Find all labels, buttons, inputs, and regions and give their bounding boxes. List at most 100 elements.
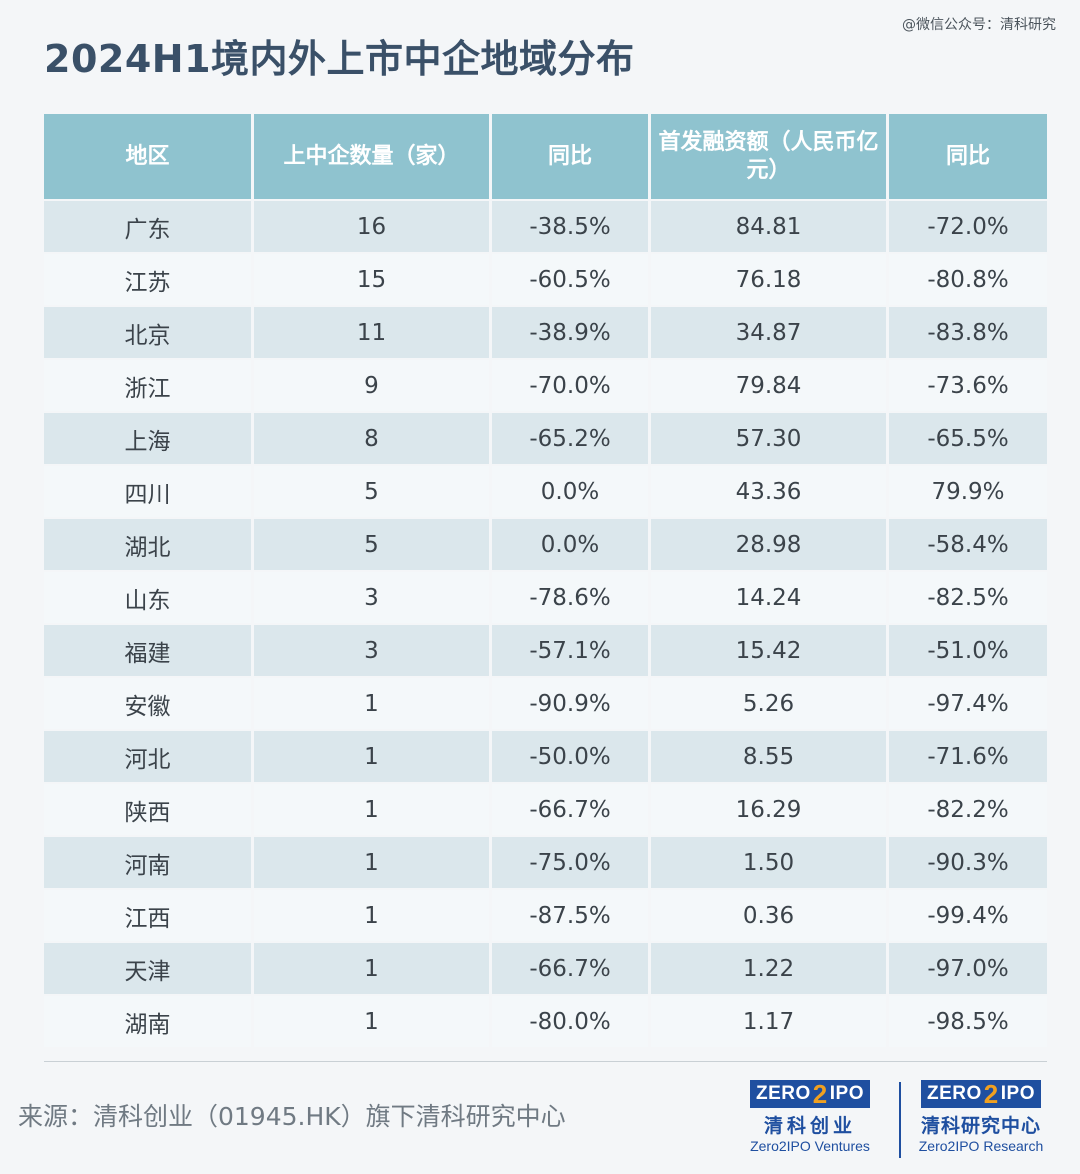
header-financing-yoy: 同比 [889, 114, 1047, 199]
cell-count: 1 [254, 994, 492, 1047]
cell-financing-yoy: -97.0% [889, 941, 1047, 994]
table-header-row: 地区 上中企数量（家） 同比 首发融资额（人民币亿元） 同比 [44, 114, 1047, 199]
header-region: 地区 [44, 114, 254, 199]
watermark: @微信公众号：清科研究 [902, 17, 1056, 33]
cell-financing: 14.24 [651, 570, 889, 623]
cell-count: 3 [254, 623, 492, 676]
cell-region: 江苏 [44, 252, 254, 305]
cell-financing: 1.50 [651, 835, 889, 888]
cell-region: 陕西 [44, 782, 254, 835]
cell-count: 8 [254, 411, 492, 464]
cell-count-yoy: -70.0% [492, 358, 651, 411]
cell-financing: 16.29 [651, 782, 889, 835]
cell-financing-yoy: -71.6% [889, 729, 1047, 782]
cell-count-yoy: -38.9% [492, 305, 651, 358]
cell-count: 11 [254, 305, 492, 358]
cell-count: 1 [254, 888, 492, 941]
cell-count-yoy: -75.0% [492, 835, 651, 888]
table-row: 河南 1 -75.0% 1.50 -90.3% [44, 835, 1047, 888]
table-row: 天津 1 -66.7% 1.22 -97.0% [44, 941, 1047, 994]
cell-region: 安徽 [44, 676, 254, 729]
cell-count: 1 [254, 941, 492, 994]
header-count-yoy: 同比 [492, 114, 651, 199]
cell-count: 1 [254, 729, 492, 782]
cell-count: 16 [254, 199, 492, 252]
cell-region: 山东 [44, 570, 254, 623]
logo-badge-two: 2 [983, 1078, 999, 1109]
zero2ipo-research-logo: ZERO 2 IPO 清科研究中心 Zero2IPO Research [911, 1078, 1051, 1155]
cell-count: 5 [254, 464, 492, 517]
cell-count-yoy: -65.2% [492, 411, 651, 464]
cell-count-yoy: -50.0% [492, 729, 651, 782]
cell-financing-yoy: -80.8% [889, 252, 1047, 305]
cell-financing: 84.81 [651, 199, 889, 252]
cell-financing: 28.98 [651, 517, 889, 570]
table-body: 广东 16 -38.5% 84.81 -72.0% 江苏 15 -60.5% 76.18 -80.… [44, 199, 1047, 1047]
table-row: 上海 8 -65.2% 57.30 -65.5% [44, 411, 1047, 464]
cell-financing-yoy: -65.5% [889, 411, 1047, 464]
cell-financing: 1.17 [651, 994, 889, 1047]
logo-en-text: Zero2IPO Research [918, 1138, 1044, 1154]
table-row: 湖南 1 -80.0% 1.17 -98.5% [44, 994, 1047, 1047]
table-row: 山东 3 -78.6% 14.24 -82.5% [44, 570, 1047, 623]
cell-region: 湖北 [44, 517, 254, 570]
cell-financing: 0.36 [651, 888, 889, 941]
table-row: 安徽 1 -90.9% 5.26 -97.4% [44, 676, 1047, 729]
cell-financing: 76.18 [651, 252, 889, 305]
cell-count-yoy: 0.0% [492, 517, 651, 570]
cell-region: 江西 [44, 888, 254, 941]
cell-count-yoy: -87.5% [492, 888, 651, 941]
logo-badge-left: ZERO [756, 1083, 811, 1104]
logo-badge-two: 2 [812, 1078, 828, 1109]
logo-badge: ZERO 2 IPO [750, 1078, 870, 1109]
cell-financing: 1.22 [651, 941, 889, 994]
cell-count: 1 [254, 676, 492, 729]
cell-financing-yoy: -97.4% [889, 676, 1047, 729]
table-row: 福建 3 -57.1% 15.42 -51.0% [44, 623, 1047, 676]
table-row: 江西 1 -87.5% 0.36 -99.4% [44, 888, 1047, 941]
cell-financing: 57.30 [651, 411, 889, 464]
logo-cn-text: 清科创业 [763, 1115, 856, 1137]
cell-financing: 43.36 [651, 464, 889, 517]
table-row: 四川 5 0.0% 43.36 79.9% [44, 464, 1047, 517]
cell-count-yoy: -80.0% [492, 994, 651, 1047]
cell-region: 天津 [44, 941, 254, 994]
cell-region: 浙江 [44, 358, 254, 411]
cell-count-yoy: -60.5% [492, 252, 651, 305]
divider [44, 1061, 1047, 1062]
data-table: 地区 上中企数量（家） 同比 首发融资额（人民币亿元） 同比 广东 16 -38.5… [44, 114, 1047, 1047]
cell-financing: 15.42 [651, 623, 889, 676]
cell-region: 河北 [44, 729, 254, 782]
cell-financing-yoy: -90.3% [889, 835, 1047, 888]
cell-count: 3 [254, 570, 492, 623]
table-row: 北京 11 -38.9% 34.87 -83.8% [44, 305, 1047, 358]
cell-count-yoy: -38.5% [492, 199, 651, 252]
cell-financing: 8.55 [651, 729, 889, 782]
cell-count-yoy: -57.1% [492, 623, 651, 676]
header-count: 上中企数量（家） [254, 114, 492, 199]
logo-badge-left: ZERO [927, 1083, 982, 1104]
cell-count-yoy: -78.6% [492, 570, 651, 623]
cell-financing-yoy: -83.8% [889, 305, 1047, 358]
cell-financing-yoy: -82.5% [889, 570, 1047, 623]
header-financing: 首发融资额（人民币亿元） [651, 114, 889, 199]
cell-count: 1 [254, 835, 492, 888]
cell-count-yoy: -90.9% [492, 676, 651, 729]
cell-count: 15 [254, 252, 492, 305]
cell-financing: 79.84 [651, 358, 889, 411]
cell-financing: 5.26 [651, 676, 889, 729]
zero2ipo-ventures-logo: ZERO 2 IPO 清科创业 Zero2IPO Ventures [740, 1078, 880, 1154]
cell-count-yoy: 0.0% [492, 464, 651, 517]
cell-region: 上海 [44, 411, 254, 464]
cell-financing-yoy: -98.5% [889, 994, 1047, 1047]
table-row: 江苏 15 -60.5% 76.18 -80.8% [44, 252, 1047, 305]
cell-financing-yoy: -82.2% [889, 782, 1047, 835]
table-row: 河北 1 -50.0% 8.55 -71.6% [44, 729, 1047, 782]
logo-badge-right: IPO [829, 1083, 864, 1104]
cell-financing-yoy: -73.6% [889, 358, 1047, 411]
cell-region: 河南 [44, 835, 254, 888]
cell-financing-yoy: -99.4% [889, 888, 1047, 941]
cell-financing-yoy: 79.9% [889, 464, 1047, 517]
page-title: 2024H1境内外上市中企地域分布 [44, 37, 635, 81]
logo-en-text: Zero2IPO Ventures [750, 1138, 870, 1154]
